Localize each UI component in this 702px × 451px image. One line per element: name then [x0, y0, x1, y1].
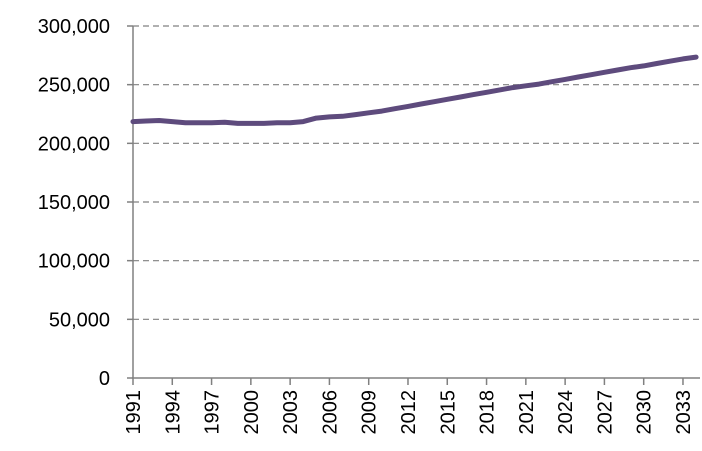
- x-tick-label: 2027: [594, 390, 616, 435]
- axes: [127, 25, 700, 385]
- y-axis-labels: 0 50,000 100,000 150,000 200,000 250,000 300,0…: [38, 16, 110, 390]
- x-tick-label: 2018: [477, 390, 499, 435]
- y-tick-label: 100,000: [38, 251, 110, 273]
- y-tick-label: 250,000: [38, 75, 110, 97]
- x-tick-label: 2033: [673, 390, 695, 435]
- gridlines: [133, 25, 700, 320]
- x-tick-label: 2003: [280, 390, 302, 435]
- x-tick-label: 1997: [202, 390, 224, 435]
- y-tick-label: 150,000: [38, 192, 110, 214]
- x-tick-label: 1994: [162, 390, 184, 435]
- x-tick-label: 1991: [123, 390, 145, 435]
- x-tick-label: 2024: [555, 390, 577, 435]
- x-tick-label: 2012: [398, 390, 420, 435]
- series-group: [130, 54, 699, 126]
- x-tick-label: 2015: [437, 390, 459, 435]
- x-tick-label: 2030: [634, 390, 656, 435]
- y-tick-label: 0: [99, 368, 110, 390]
- y-tick-label: 50,000: [49, 309, 110, 331]
- x-tick-label: 2000: [241, 390, 263, 435]
- x-tick-label: 2021: [516, 390, 538, 435]
- y-tick-label: 300,000: [38, 16, 110, 38]
- series-line: [130, 54, 699, 126]
- x-tick-label: 2009: [359, 390, 381, 435]
- y-tick-label: 200,000: [38, 133, 110, 155]
- x-axis-labels: 1991 1994 1997 2000 2003 2006 2009 2012 2015 2018…: [123, 390, 695, 435]
- x-tick-label: 2006: [319, 390, 341, 435]
